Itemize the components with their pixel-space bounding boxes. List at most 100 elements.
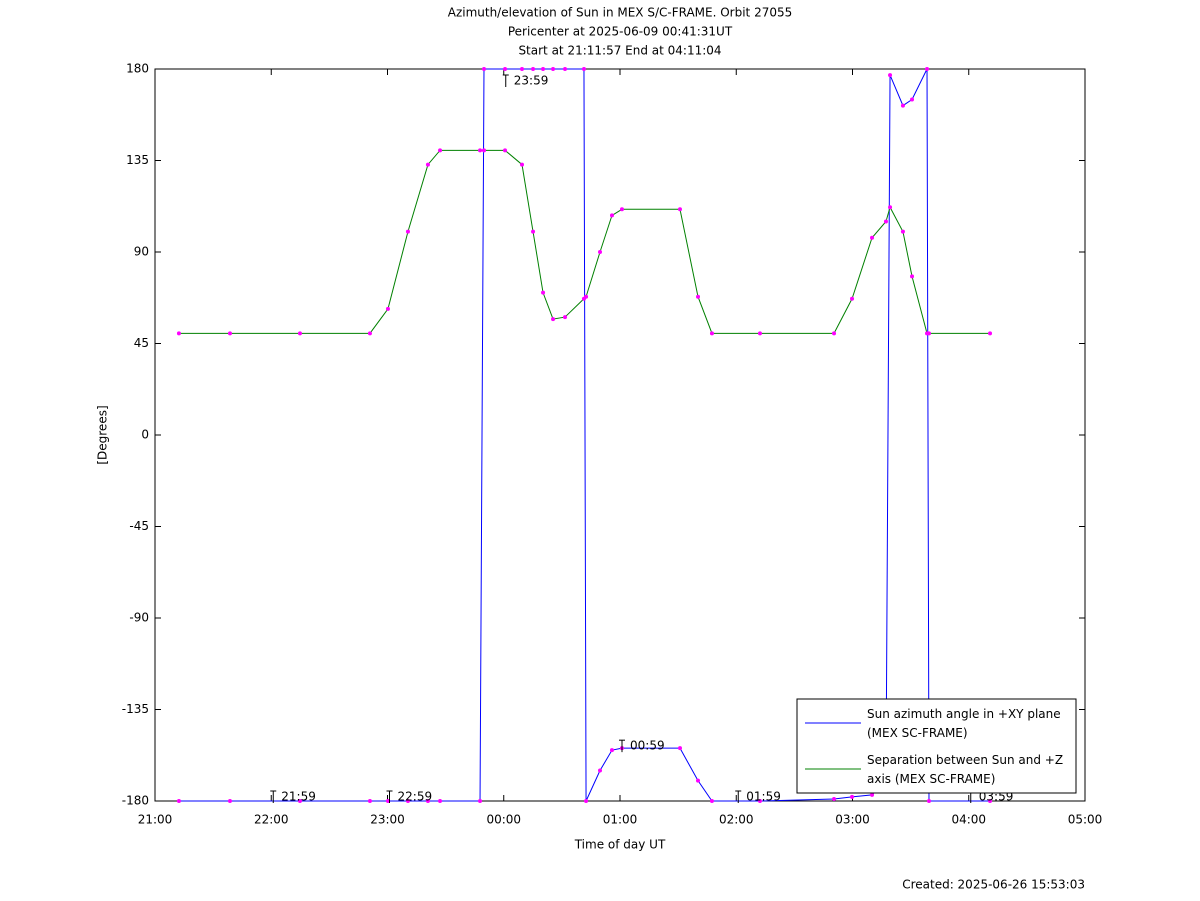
data-point bbox=[988, 331, 993, 336]
x-tick-label: 23:00 bbox=[370, 813, 405, 827]
chart-subtitle: Start at 21:11:57 End at 04:11:04 bbox=[518, 44, 721, 58]
annotation: 21:59 bbox=[281, 790, 316, 804]
data-point bbox=[850, 794, 855, 799]
data-point bbox=[584, 294, 589, 299]
data-point bbox=[832, 331, 837, 336]
data-point bbox=[438, 799, 443, 803]
data-point bbox=[503, 67, 508, 71]
legend-label: Separation between Sun and +Z axis (MEX … bbox=[867, 753, 1064, 786]
x-axis-label: Time of day UT bbox=[574, 838, 666, 852]
data-point bbox=[832, 796, 837, 801]
data-point bbox=[581, 67, 586, 71]
chart-title: Azimuth/elevation of Sun in MEX S/C-FRAM… bbox=[448, 6, 793, 20]
data-point bbox=[385, 799, 390, 803]
footer: Created: 2025-06-26 15:53:03 bbox=[902, 878, 1085, 892]
data-point bbox=[988, 799, 993, 803]
y-tick-label: 90 bbox=[134, 245, 149, 259]
data-point bbox=[870, 792, 875, 797]
data-point bbox=[696, 778, 701, 783]
data-point bbox=[176, 799, 181, 803]
chart-subtitle: Pericenter at 2025-06-09 00:41:31UT bbox=[508, 25, 733, 39]
data-point bbox=[520, 67, 525, 71]
data-point bbox=[367, 331, 372, 336]
y-tick-label: -180 bbox=[122, 794, 149, 808]
data-point bbox=[227, 799, 232, 803]
legend-box bbox=[796, 698, 1077, 794]
y-tick-label: 45 bbox=[134, 336, 149, 350]
data-point bbox=[385, 306, 390, 311]
data-point bbox=[563, 315, 568, 320]
data-point bbox=[531, 67, 536, 71]
x-tick-label: 21:00 bbox=[138, 813, 173, 827]
data-point bbox=[598, 768, 603, 773]
data-point bbox=[910, 97, 915, 102]
y-tick-label: 180 bbox=[126, 62, 149, 76]
annotation: 23:59 bbox=[514, 74, 549, 88]
legend-entry: Sun azimuth angle in +XY plane (MEX SC-F… bbox=[867, 707, 1061, 740]
x-tick-label: 00:00 bbox=[486, 813, 521, 827]
annotation: 00:59 bbox=[630, 739, 665, 753]
data-point bbox=[425, 799, 430, 803]
data-point bbox=[870, 235, 875, 240]
data-point bbox=[900, 103, 905, 108]
data-point bbox=[481, 148, 486, 153]
data-point bbox=[609, 213, 614, 218]
data-point bbox=[438, 148, 443, 153]
x-tick-label: 02:00 bbox=[719, 813, 754, 827]
data-point bbox=[757, 799, 762, 803]
x-tick-label: 22:00 bbox=[254, 813, 289, 827]
y-tick-label: 0 bbox=[141, 428, 149, 442]
data-point bbox=[709, 331, 714, 336]
y-tick-label: -135 bbox=[122, 702, 149, 716]
data-point bbox=[910, 274, 915, 279]
data-line bbox=[178, 68, 991, 802]
data-point bbox=[405, 799, 410, 803]
data-point bbox=[297, 799, 302, 803]
data-point bbox=[925, 67, 930, 71]
y-tick-label: 135 bbox=[126, 153, 149, 167]
data-point bbox=[883, 219, 888, 224]
data-point bbox=[551, 67, 556, 71]
legend-label: Sun azimuth angle in +XY plane (MEX SC-F… bbox=[867, 707, 1061, 740]
data-point bbox=[900, 229, 905, 234]
legend-entry: Separation between Sun and +Z axis (MEX … bbox=[867, 753, 1064, 786]
data-point bbox=[297, 331, 302, 336]
data-point bbox=[850, 296, 855, 301]
annotation: 01:59 bbox=[746, 790, 781, 804]
data-point bbox=[926, 799, 931, 803]
data-point bbox=[926, 331, 931, 336]
data-point bbox=[520, 162, 525, 167]
x-tick-label: 01:00 bbox=[603, 813, 638, 827]
data-point bbox=[563, 67, 568, 71]
annotation: 22:59 bbox=[398, 790, 433, 804]
plot-frame bbox=[154, 68, 1086, 802]
data-point bbox=[677, 207, 682, 212]
data-point bbox=[709, 799, 714, 803]
data-point bbox=[619, 207, 624, 212]
data-point bbox=[677, 746, 682, 751]
y-tick-label: -90 bbox=[129, 611, 149, 625]
data-point bbox=[541, 290, 546, 295]
data-point bbox=[696, 294, 701, 299]
data-point bbox=[584, 799, 589, 803]
data-point bbox=[888, 205, 893, 210]
data-point bbox=[609, 748, 614, 753]
data-point bbox=[551, 317, 556, 322]
data-point bbox=[478, 148, 483, 153]
data-point bbox=[481, 67, 486, 71]
x-tick-label: 04:00 bbox=[951, 813, 986, 827]
data-point bbox=[598, 250, 603, 254]
data-point bbox=[531, 229, 536, 234]
data-point bbox=[425, 162, 430, 167]
y-tick-label: -45 bbox=[129, 519, 149, 533]
data-point bbox=[405, 229, 410, 234]
data-point bbox=[541, 67, 546, 71]
data-point bbox=[367, 799, 372, 803]
y-axis-label: [Degrees] bbox=[96, 405, 110, 464]
data-point bbox=[757, 331, 762, 336]
data-point bbox=[227, 331, 232, 336]
data-point bbox=[503, 148, 508, 153]
data-point bbox=[888, 73, 893, 78]
